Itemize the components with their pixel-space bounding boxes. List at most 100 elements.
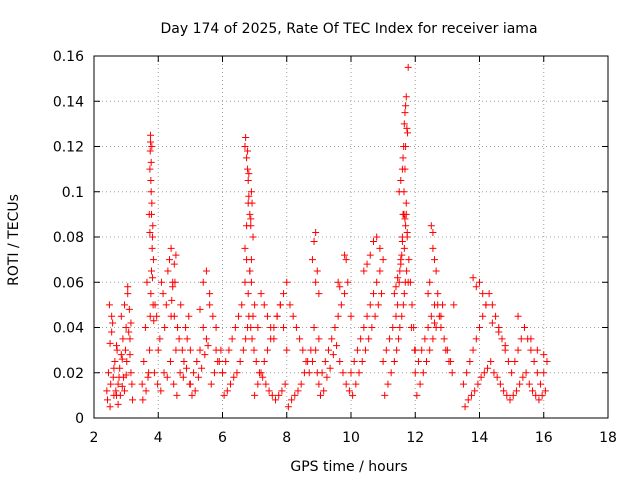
data-point (201, 351, 209, 359)
data-point (448, 369, 456, 377)
data-point (341, 251, 349, 259)
data-point (529, 387, 537, 395)
data-point (233, 369, 241, 377)
data-point (111, 357, 119, 365)
data-point (244, 199, 252, 207)
x-tick-label: 16 (535, 430, 553, 446)
data-point (390, 290, 398, 298)
data-point (235, 312, 243, 320)
data-point (488, 301, 496, 309)
data-point (522, 369, 530, 377)
data-point (533, 369, 541, 377)
data-point (342, 380, 350, 388)
y-tick-label: 0.04 (53, 321, 84, 337)
data-point (106, 339, 114, 347)
x-tick-label: 14 (471, 430, 489, 446)
data-point (288, 396, 296, 404)
data-point (125, 328, 133, 336)
data-point (247, 324, 255, 331)
data-point (398, 312, 406, 320)
data-point (236, 357, 244, 365)
data-point (307, 346, 315, 354)
data-point (416, 380, 424, 388)
data-point (125, 305, 133, 313)
data-point (126, 351, 134, 359)
data-point (540, 351, 548, 359)
data-point (246, 267, 254, 275)
data-point (418, 346, 426, 354)
data-point (186, 346, 194, 354)
data-point (194, 373, 202, 381)
data-point (238, 301, 246, 309)
data-point (400, 120, 408, 128)
data-point (445, 357, 453, 365)
data-point (112, 387, 120, 395)
data-point (263, 346, 271, 354)
data-point (148, 244, 156, 252)
data-point (361, 346, 369, 354)
data-point (398, 165, 406, 173)
data-point (110, 391, 118, 399)
data-point (450, 301, 458, 309)
data-point (117, 351, 125, 359)
y-tick-label: 0.08 (53, 230, 84, 246)
data-point (227, 380, 235, 388)
data-point (160, 369, 168, 377)
data-point (540, 369, 548, 377)
data-point (129, 396, 137, 404)
data-point (300, 369, 308, 377)
data-point (202, 335, 210, 343)
data-point (472, 335, 480, 343)
data-point (400, 290, 408, 298)
data-point (141, 324, 149, 331)
x-tick-label: 8 (282, 430, 291, 446)
data-point (373, 278, 381, 286)
data-point (431, 256, 439, 264)
data-point (401, 109, 409, 117)
data-point (204, 342, 212, 350)
data-point (426, 346, 434, 354)
data-point (246, 210, 254, 218)
data-point (103, 387, 111, 395)
y-tick-label: 0.06 (53, 275, 84, 291)
data-point (148, 274, 156, 282)
data-point (193, 357, 201, 365)
data-point (315, 290, 323, 298)
data-point (149, 222, 157, 230)
data-point (154, 380, 162, 388)
data-point (188, 391, 196, 399)
data-point (241, 278, 249, 286)
data-point (116, 391, 124, 399)
data-point (242, 335, 250, 343)
data-point (283, 278, 291, 286)
data-point (398, 238, 406, 246)
data-point (320, 387, 328, 395)
data-point (223, 387, 231, 395)
data-point (119, 335, 127, 343)
data-point (393, 346, 401, 354)
data-point (397, 260, 405, 268)
data-point (170, 260, 178, 268)
data-point (149, 301, 157, 309)
data-point (127, 369, 135, 377)
data-point (291, 391, 299, 399)
data-point (206, 301, 214, 309)
data-point (424, 290, 432, 298)
data-point (413, 391, 421, 399)
data-point (538, 391, 546, 399)
data-point (124, 283, 132, 291)
data-point (405, 256, 413, 264)
data-point (175, 335, 183, 343)
data-point (490, 369, 498, 377)
data-point (245, 170, 253, 178)
data-point (140, 357, 148, 365)
data-point (174, 324, 182, 331)
data-point (142, 387, 150, 395)
data-point (139, 396, 147, 404)
data-point (429, 228, 437, 236)
data-point (508, 369, 516, 377)
data-point (243, 154, 251, 162)
data-point (429, 244, 437, 252)
data-point (358, 357, 366, 365)
data-point (154, 346, 162, 354)
